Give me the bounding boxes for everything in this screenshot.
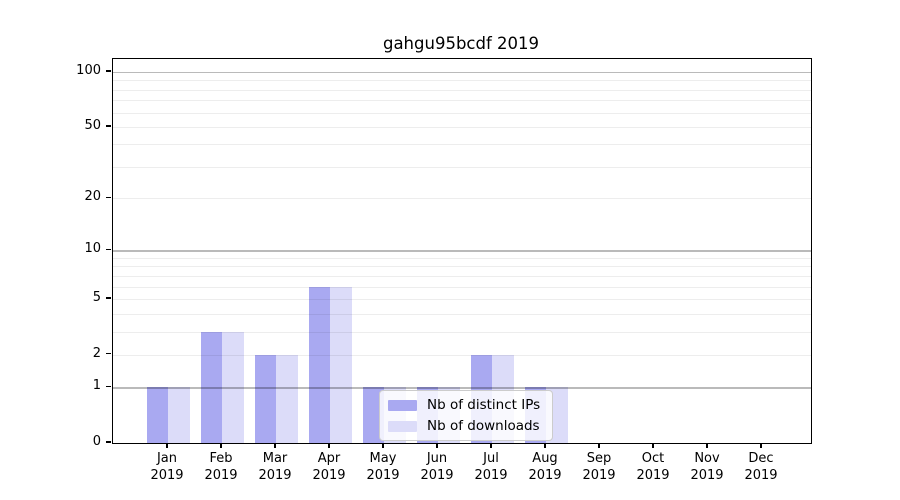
gridline-y-40	[113, 144, 811, 146]
gridline-y-5	[113, 298, 811, 300]
x-tick-label-jan: Jan 2019	[150, 451, 184, 483]
y-tick-10	[106, 248, 111, 250]
gridline-y-9	[113, 257, 811, 259]
legend: Nb of distinct IPs Nb of downloads	[379, 390, 554, 441]
legend-item-downloads: Nb of downloads	[388, 418, 540, 434]
gridline-y-8	[113, 266, 811, 268]
x-tick-label-apr: Apr 2019	[312, 451, 346, 483]
x-tick-label-feb: Feb 2019	[204, 451, 238, 483]
gridline-y-50	[113, 126, 811, 128]
x-tick-oct	[652, 443, 654, 449]
x-tick-label-nov: Nov 2019	[690, 451, 724, 483]
y-tick-label-50: 50	[84, 117, 101, 133]
bar-downloads-feb	[222, 331, 244, 443]
x-tick-mar	[274, 443, 276, 449]
y-tick-label-1: 1	[92, 378, 101, 394]
x-tick-label-may: May 2019	[366, 451, 400, 483]
x-tick-label-jul: Jul 2019	[474, 451, 508, 483]
bar-downloads-mar	[276, 354, 298, 443]
x-tick-label-dec: Dec 2019	[744, 451, 778, 483]
x-tick-label-jun: Jun 2019	[420, 451, 454, 483]
bar-distinct-ips-may	[362, 387, 384, 443]
gridline-y-4	[113, 313, 811, 315]
bar-downloads-apr	[330, 286, 352, 443]
y-tick-20	[106, 196, 111, 198]
y-tick-label-5: 5	[92, 289, 101, 305]
gridline-y-70	[113, 100, 811, 102]
x-tick-jun	[436, 443, 438, 449]
x-tick-jan	[166, 443, 168, 449]
gridline-y-2	[113, 354, 811, 356]
y-tick-2	[106, 352, 111, 355]
bar-distinct-ips-apr	[308, 286, 330, 443]
plot-area: Nb of distinct IPs Nb of downloads	[112, 58, 812, 444]
legend-swatch-distinct-ips	[388, 399, 417, 411]
gridline-y-80	[113, 89, 811, 91]
gridline-y-10	[113, 250, 811, 252]
x-tick-dec	[760, 443, 762, 449]
gridline-y-60	[113, 112, 811, 114]
bar-distinct-ips-mar	[254, 354, 276, 443]
gridline-y-90	[113, 80, 811, 82]
x-tick-label-sep: Sep 2019	[582, 451, 616, 483]
x-tick-label-oct: Oct 2019	[636, 451, 670, 483]
gridline-y-7	[113, 275, 811, 277]
y-tick-label-2: 2	[92, 345, 101, 361]
x-tick-label-aug: Aug 2019	[528, 451, 562, 483]
bar-distinct-ips-jan	[146, 387, 168, 443]
y-tick-1	[106, 385, 111, 387]
x-tick-jul	[490, 443, 492, 449]
x-tick-feb	[220, 443, 222, 449]
bar-distinct-ips-feb	[200, 331, 222, 443]
gridline-y-20	[113, 198, 811, 200]
gridline-y-3	[113, 331, 811, 333]
y-tick-label-100: 100	[76, 63, 101, 78]
x-tick-sep	[598, 443, 600, 449]
legend-item-distinct-ips: Nb of distinct IPs	[388, 397, 540, 413]
x-tick-label-mar: Mar 2019	[258, 451, 292, 483]
legend-swatch-downloads	[388, 420, 417, 432]
legend-label: Nb of distinct IPs	[427, 397, 541, 413]
y-tick-label-20: 20	[84, 189, 101, 205]
x-tick-nov	[706, 443, 708, 449]
x-tick-aug	[544, 443, 546, 449]
gridline-y-100	[113, 72, 811, 74]
gridline-y-30	[113, 166, 811, 168]
x-tick-may	[382, 443, 384, 449]
y-tick-5	[106, 297, 111, 299]
bar-downloads-jan	[168, 387, 190, 443]
y-tick-0	[106, 441, 111, 443]
y-tick-label-10: 10	[84, 241, 101, 257]
y-tick-label-0: 0	[92, 434, 101, 449]
chart-title: gahgu95bcdf 2019	[382, 34, 540, 53]
x-tick-apr	[328, 443, 330, 449]
y-tick-100	[106, 70, 111, 72]
y-tick-50	[106, 125, 111, 127]
gridline-y-6	[113, 286, 811, 288]
gridline-y-1	[113, 387, 811, 389]
legend-label: Nb of downloads	[427, 418, 540, 434]
